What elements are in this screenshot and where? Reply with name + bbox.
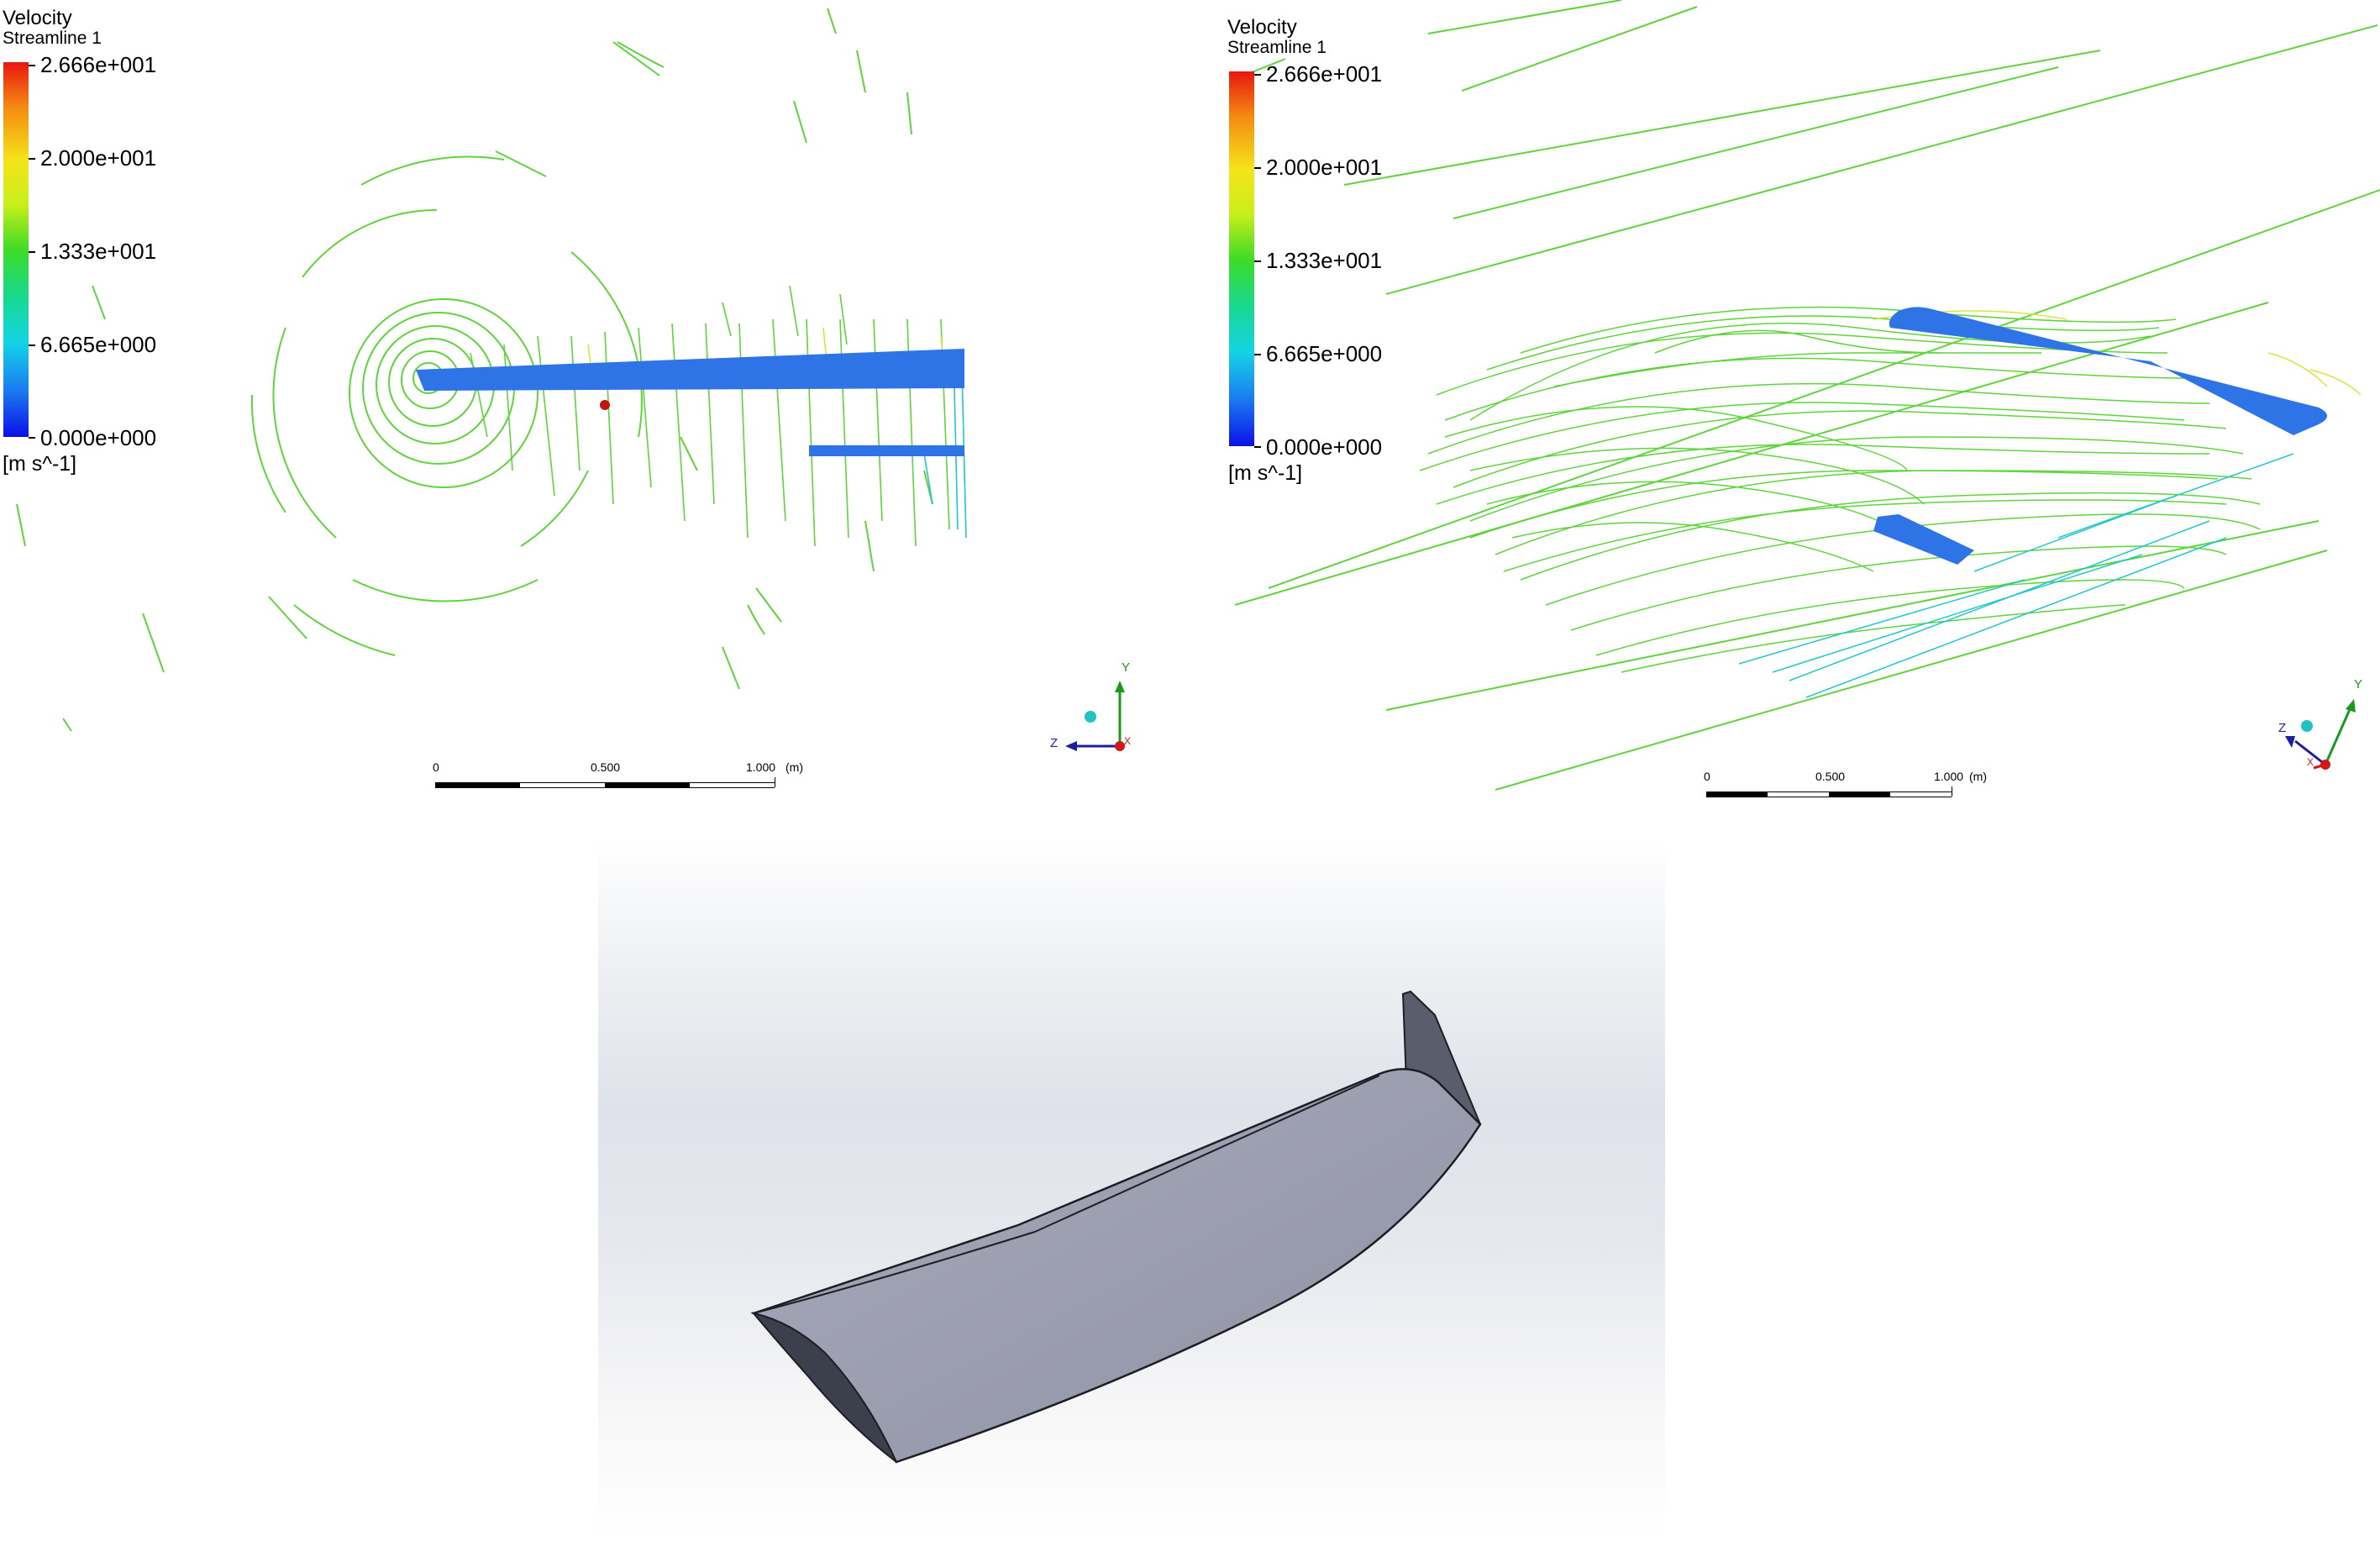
- color-bar: [1229, 71, 1254, 446]
- scale-label-0: 0: [1704, 770, 1710, 783]
- wing-root-section: [751, 1312, 897, 1463]
- legend-subtitle: Streamline 1: [3, 29, 102, 48]
- cfd-viewport-iso[interactable]: Velocity Streamline 1 2.666e+001 2.000e+…: [1218, 0, 2380, 807]
- legend-unit: [m s^-1]: [3, 452, 77, 476]
- streamline-plot-front: [16, 8, 967, 732]
- streamline-plot-iso: [1234, 0, 2380, 791]
- color-bar: [3, 62, 29, 437]
- scale-label-mid: 0.500: [591, 760, 621, 774]
- cfd-viewport-front[interactable]: Velocity Streamline 1 2.666e+001 2.000e+…: [0, 0, 1193, 807]
- legend-tick-2: 2.000e+001: [40, 145, 157, 171]
- velocity-legend: Velocity Streamline 1: [1227, 17, 1327, 57]
- legend-tick-4: 6.665e+000: [1266, 341, 1383, 366]
- scale-label-end: 1.000: [1934, 770, 1964, 783]
- wing-3d-model: [750, 990, 1482, 1464]
- legend-scale: 2.666e+001 2.000e+001 1.333e+001 6.665e+…: [1218, 0, 1437, 496]
- legend-title: Velocity: [3, 7, 72, 29]
- wing-surface: [416, 349, 964, 391]
- wing-slat: [809, 445, 964, 456]
- triad-label-x: X: [2307, 756, 2314, 768]
- wing-surface-iso: [1889, 307, 2327, 435]
- wing-streamlines-cyan: [1738, 453, 2294, 698]
- leading-edge-line: [753, 1075, 1380, 1314]
- legend-tick-max: 2.666e+001: [40, 52, 157, 77]
- vortex-streamlines: [250, 155, 643, 656]
- triad-label-z: Z: [1050, 736, 1059, 750]
- legend-tick-2: 2.000e+001: [1266, 155, 1383, 180]
- triad-label-y: Y: [2354, 677, 2363, 692]
- scale-label-end: 1.000: [746, 760, 776, 774]
- scale-label-mid: 0.500: [1815, 770, 1846, 783]
- wing-streamlines: [1419, 306, 2261, 673]
- legend-tick-min: 0.000e+000: [1266, 434, 1383, 460]
- axis-triad: Y Z X: [1040, 655, 1132, 756]
- scale-label-unit: (m): [1969, 770, 1987, 783]
- legend-tick-3: 1.333e+001: [40, 239, 157, 264]
- triad-label-y: Y: [1122, 660, 1131, 675]
- axis-triad: Y Z X: [2277, 672, 2369, 773]
- legend-tick-max: 2.666e+001: [1266, 61, 1383, 87]
- legend-title: Velocity: [1227, 16, 1297, 39]
- slat-surface-iso: [1873, 514, 1974, 565]
- length-scale-bar: 0 0.500 1.000 (m): [1704, 770, 1989, 803]
- legend-scale: 2.666e+001 2.000e+001 1.333e+001 6.665e+…: [0, 0, 218, 487]
- wake-streamlines: [470, 285, 950, 547]
- velocity-legend: Velocity Streamline 1: [3, 8, 102, 48]
- triad-label-z: Z: [2278, 721, 2287, 735]
- legend-tick-4: 6.665e+000: [40, 332, 157, 357]
- legend-unit: [m s^-1]: [1228, 461, 1303, 485]
- scale-label-unit: (m): [785, 760, 803, 774]
- legend-tick-3: 1.333e+001: [1266, 248, 1383, 273]
- legend-subtitle: Streamline 1: [1227, 38, 1327, 57]
- length-scale-bar: 0 0.500 1.000 (m): [433, 760, 819, 794]
- legend-tick-min: 0.000e+000: [40, 425, 157, 450]
- triad-label-x: X: [1124, 735, 1132, 747]
- probe-point: [600, 400, 610, 410]
- cad-wing-render[interactable]: [598, 839, 1665, 1541]
- scale-label-0: 0: [433, 760, 439, 774]
